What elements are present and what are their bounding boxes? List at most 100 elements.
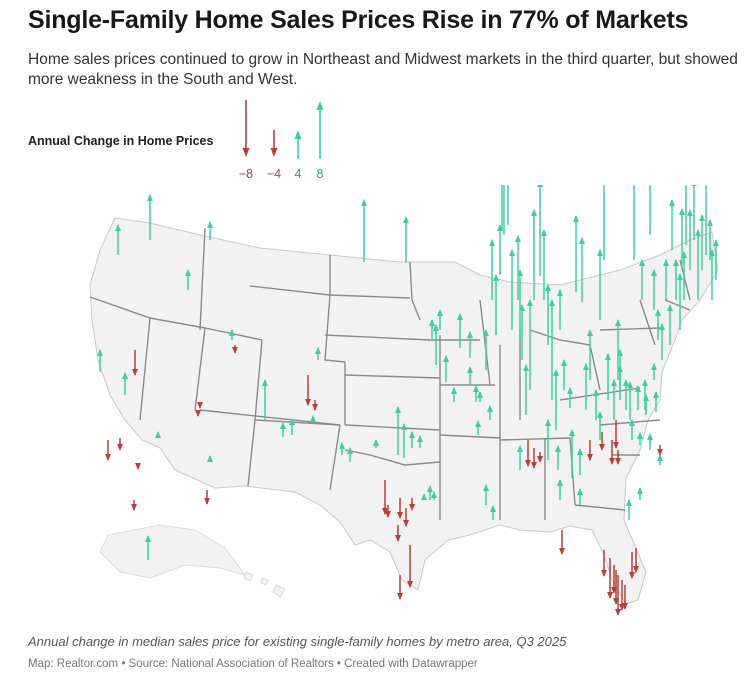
metro-arrowhead — [132, 369, 138, 376]
metro-arrowhead — [409, 431, 415, 438]
metro-arrowhead — [403, 216, 409, 223]
metro-arrowhead — [577, 448, 583, 455]
metro-arrowhead — [537, 456, 543, 463]
metro-arrowhead — [627, 381, 633, 388]
metro-arrowhead — [477, 391, 483, 398]
metro-arrowhead — [633, 566, 639, 573]
metro-arrowhead — [483, 484, 489, 491]
metro-arrowhead — [229, 329, 235, 336]
legend-label-plus-8: 8 — [317, 167, 324, 181]
metro-arrowhead — [559, 548, 565, 555]
metro-arrowhead — [305, 399, 311, 406]
metro-arrowhead — [699, 214, 705, 221]
legend-arrow-plus-8 — [316, 101, 324, 159]
metro-arrowhead — [657, 454, 663, 461]
metro-arrowhead — [527, 299, 533, 306]
metro-arrowhead — [555, 445, 561, 452]
metro-arrowhead — [490, 505, 496, 512]
metro-arrowhead — [489, 239, 495, 246]
metro-arrowhead — [401, 423, 407, 430]
metro-arrowhead — [599, 444, 605, 451]
metro-arrowhead — [653, 391, 659, 398]
metro-arrowhead — [663, 259, 669, 266]
metro-arrowhead — [549, 299, 555, 306]
metro-arrowhead — [713, 239, 719, 246]
metro-arrowhead — [437, 309, 443, 316]
metro-arrowhead — [677, 273, 683, 280]
metro-arrowhead — [397, 593, 403, 600]
legend-arrow-minus-4 — [270, 130, 278, 157]
state-borders — [89, 227, 691, 520]
metro-arrowhead — [145, 535, 151, 542]
metro-arrowhead — [195, 410, 201, 417]
metro-arrowhead — [155, 431, 161, 438]
metro-arrowhead — [315, 347, 321, 354]
metro-arrowhead — [622, 603, 628, 610]
metro-arrowhead — [651, 363, 657, 370]
metro-arrowhead — [611, 379, 617, 386]
metro-arrowhead — [637, 487, 643, 494]
alaska-outline — [99, 524, 247, 579]
metro-arrowhead — [262, 379, 268, 386]
metro-arrowhead — [626, 499, 632, 506]
metro-arrowhead — [659, 323, 665, 330]
metro-arrowhead — [597, 411, 603, 418]
metro-arrowhead — [232, 347, 238, 354]
metro-arrowhead — [557, 479, 563, 486]
metro-arrowhead — [385, 511, 391, 518]
metro-arrowhead — [204, 498, 210, 505]
metro-arrowhead — [541, 229, 547, 236]
metro-arrowhead — [493, 274, 499, 281]
metro-arrowhead — [537, 185, 543, 187]
metro-arrowhead — [587, 454, 593, 461]
metro-arrowhead — [639, 259, 645, 266]
metro-arrowhead — [567, 387, 573, 394]
metro-arrowhead — [707, 219, 713, 226]
metro-arrowhead — [583, 363, 589, 370]
metro-arrowhead — [473, 385, 479, 392]
metro-arrowhead — [615, 319, 621, 326]
metro-arrowhead — [382, 508, 388, 515]
map-source: Map: Realtor.com • Source: National Asso… — [28, 658, 478, 670]
metro-arrowhead — [147, 194, 153, 201]
metro-arrowhead — [629, 419, 635, 426]
legend-arrow-plus-4 — [294, 130, 302, 159]
metro-arrowhead — [397, 512, 403, 519]
metro-arrowhead — [105, 454, 111, 461]
hawaii-outline — [243, 571, 286, 598]
legend-label-plus-4: 4 — [295, 167, 302, 181]
metro-arrowhead — [407, 581, 413, 588]
metro-arrowhead — [613, 442, 619, 449]
metro-arrowhead — [545, 419, 551, 426]
metro-arrowhead — [553, 369, 559, 376]
metro-arrowhead — [427, 485, 433, 492]
metro-arrowhead — [339, 442, 345, 449]
metro-arrowhead — [657, 449, 663, 456]
metro-arrowhead — [587, 329, 593, 336]
metro-arrowhead — [629, 572, 635, 579]
legend-title: Annual Change in Home Prices — [28, 134, 214, 148]
metro-arrowhead — [679, 208, 685, 215]
metro-arrowhead — [310, 415, 316, 422]
metro-arrowhead — [531, 209, 537, 216]
metro-arrowhead — [185, 269, 191, 276]
metro-arrowhead — [609, 458, 615, 465]
metro-arrowhead — [642, 379, 648, 386]
metro-arrowhead — [687, 209, 693, 216]
legend-label-minus-4: −4 — [267, 167, 281, 181]
metro-arrowhead — [531, 462, 537, 469]
metro-arrowhead — [131, 504, 137, 511]
metro-arrowhead — [617, 365, 623, 372]
metro-arrowhead — [403, 520, 409, 527]
metro-arrowhead — [579, 237, 585, 244]
metro-arrowhead — [523, 364, 529, 371]
contiguous-us-outline — [89, 217, 719, 605]
metro-arrowhead — [409, 504, 415, 511]
metro-arrowhead — [545, 284, 551, 291]
metro-arrowhead — [525, 460, 531, 467]
metro-arrowhead — [373, 439, 379, 446]
metro-arrowhead — [673, 259, 679, 266]
metro-arrowhead — [615, 609, 621, 616]
metro-arrowhead — [451, 387, 457, 394]
metro-arrowhead — [561, 359, 567, 366]
